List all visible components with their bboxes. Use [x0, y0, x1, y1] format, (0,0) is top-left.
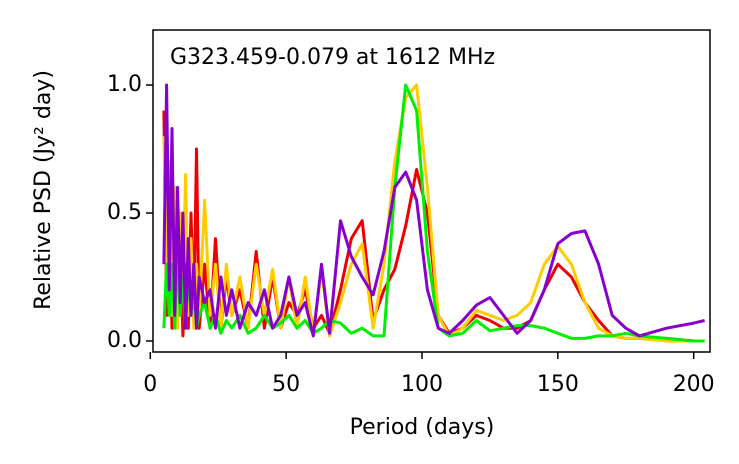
- x-tick-label: 50: [272, 372, 300, 397]
- y-tick-label: 0.5: [107, 200, 142, 225]
- series-line: [162, 83, 705, 338]
- x-tick-label: 100: [401, 372, 443, 397]
- chart-title: G323.459-0.079 at 1612 MHz: [170, 45, 495, 70]
- plot-frame: [152, 29, 711, 353]
- x-tick-label: 200: [673, 372, 715, 397]
- x-tick-label: 150: [537, 372, 579, 397]
- y-tick-label: 1.0: [107, 72, 142, 97]
- x-axis-label: Period (days): [350, 415, 495, 440]
- x-tick-label: 0: [143, 372, 157, 397]
- y-tick-label: 0.0: [107, 328, 142, 353]
- y-axis-label: Relative PSD (Jy² day): [31, 70, 56, 310]
